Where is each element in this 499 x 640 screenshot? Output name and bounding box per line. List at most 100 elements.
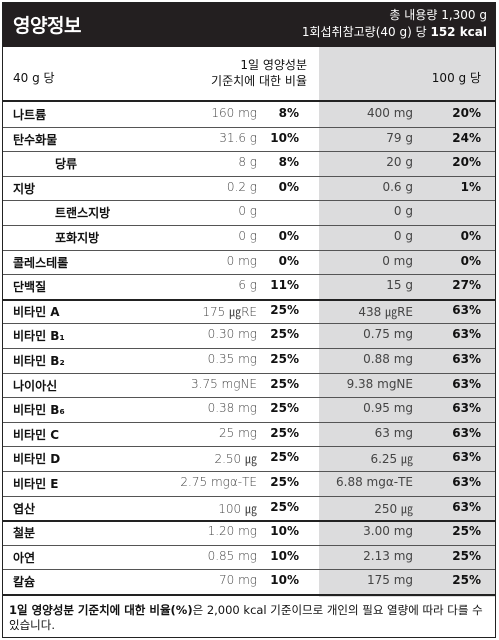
amount-per-40g: 100 ㎍ bbox=[218, 501, 257, 516]
serving-info: 총 내용량 1,300 g 1회섭취참고량(40 g) 당 152 kcal bbox=[302, 7, 487, 41]
daily-value-percent-100g: 63% bbox=[452, 376, 481, 391]
nutrient-name: 칼슘 bbox=[13, 575, 36, 590]
amount-per-40g: 0.30 mg bbox=[207, 327, 257, 342]
column-header: 40 g 당 1일 영양성분 기준치에 대한 비율 100 g 당 bbox=[3, 47, 495, 100]
nutrient-name: 콜레스테롤 bbox=[13, 255, 69, 270]
table-row: 비타민 A 175 ㎍RE 25% 438 ㎍RE 63% bbox=[3, 299, 495, 323]
table-row: 나이아신 3.75 mgNE 25% 9.38 mgNE 63% bbox=[3, 373, 495, 397]
per-40g-header: 40 g 당 bbox=[13, 71, 55, 85]
footer-note-bold: 1일 영양성분 기준치에 대한 비율(%) bbox=[9, 603, 193, 617]
nutrient-name: 나트륨 bbox=[13, 108, 47, 122]
daily-value-percent-100g: 25% bbox=[452, 573, 481, 588]
daily-value-percent-40g: 10% bbox=[270, 130, 299, 145]
per-100g-header: 100 g 당 bbox=[431, 71, 481, 85]
daily-value-percent-100g: 25% bbox=[452, 524, 481, 539]
serving-line: 1회섭취참고량(40 g) 당 152 kcal bbox=[302, 24, 487, 41]
daily-value-percent-100g: 63% bbox=[452, 425, 481, 440]
row-divider bbox=[3, 397, 495, 399]
row-divider bbox=[3, 421, 495, 423]
row-divider bbox=[3, 274, 495, 276]
table-row: 포화지방 0 g 0% 0 g 0% bbox=[3, 225, 495, 249]
row-divider bbox=[3, 225, 495, 226]
header-bar: 영양정보 총 내용량 1,300 g 1회섭취참고량(40 g) 당 152 k… bbox=[3, 3, 495, 47]
table-row: 비타민 B₂ 0.35 mg 25% 0.88 mg 63% bbox=[3, 348, 495, 372]
daily-value-percent-40g: 25% bbox=[270, 302, 299, 317]
daily-value-percent-40g: 25% bbox=[270, 401, 299, 416]
daily-value-percent-100g: 0% bbox=[460, 253, 481, 268]
amount-per-40g: 2.75 mgα-TE bbox=[180, 475, 257, 489]
nutrient-name: 비타민 C bbox=[13, 427, 60, 442]
nutrient-name: 지방 bbox=[13, 181, 36, 196]
daily-value-percent-40g: 25% bbox=[270, 450, 299, 465]
row-divider bbox=[3, 471, 495, 472]
footer-note: 1일 영양성분 기준치에 대한 비율(%)은 2,000 kcal 기준이므로 … bbox=[9, 603, 489, 633]
table-row: 비타민 B₆ 0.38 mg 25% 0.95 mg 63% bbox=[3, 397, 495, 421]
row-divider bbox=[3, 446, 495, 448]
table-row: 엽산 100 ㎍ 25% 250 ㎍ 63% bbox=[3, 496, 495, 520]
amount-per-40g: 0.35 mg bbox=[207, 352, 257, 366]
amount-per-40g: 175 ㎍RE bbox=[202, 304, 257, 319]
nutrient-name: 엽산 bbox=[13, 501, 36, 516]
daily-value-percent-40g: 8% bbox=[278, 155, 299, 170]
daily-value-percent-40g: 25% bbox=[270, 499, 299, 514]
table-row: 단백질 6 g 11% 15 g 27% bbox=[3, 274, 495, 298]
daily-value-header-line1: 1일 영양성분 bbox=[240, 58, 307, 72]
row-divider bbox=[3, 298, 495, 301]
nutrient-name: 나이아신 bbox=[13, 378, 58, 393]
amount-per-100g: 0.95 mg bbox=[363, 401, 413, 416]
daily-value-percent-40g: 25% bbox=[270, 376, 299, 391]
amount-per-100g: 6.25 ㎍ bbox=[370, 452, 413, 467]
daily-value-percent-40g: 11% bbox=[270, 278, 299, 293]
amount-per-100g: 9.38 mgNE bbox=[346, 376, 413, 391]
amount-per-40g: 0.38 mg bbox=[207, 401, 257, 416]
amount-per-40g: 2.50 ㎍ bbox=[214, 452, 257, 467]
amount-per-100g: 20 g bbox=[386, 155, 413, 170]
nutrient-name: 비타민 B₁ bbox=[13, 329, 65, 344]
amount-per-40g: 160 mg bbox=[211, 106, 257, 120]
calories: 152 kcal bbox=[430, 25, 487, 39]
table-row: 칼슘 70 mg 10% 175 mg 25% bbox=[3, 569, 495, 593]
table-row: 비타민 E 2.75 mgα-TE 25% 6.88 mgα-TE 63% bbox=[3, 471, 495, 495]
table-row: 탄수화물 31.6 g 10% 79 g 24% bbox=[3, 127, 495, 151]
page-title: 영양정보 bbox=[13, 15, 81, 37]
amount-per-40g: 70 mg bbox=[219, 573, 257, 588]
footer-note-text: 은 2,000 kcal 기준이므로 개인의 필요 열량에 따라 다를 수 있습… bbox=[9, 603, 483, 632]
row-divider bbox=[3, 594, 495, 596]
daily-value-percent-100g: 63% bbox=[452, 499, 481, 514]
daily-value-percent-100g: 20% bbox=[452, 106, 481, 120]
table-row: 비타민 B₁ 0.30 mg 25% 0.75 mg 63% bbox=[3, 323, 495, 347]
amount-per-40g: 0 g bbox=[238, 229, 257, 243]
daily-value-percent-100g: 63% bbox=[452, 302, 481, 317]
row-divider bbox=[3, 151, 495, 153]
amount-per-40g: 31.6 g bbox=[219, 130, 257, 145]
table-row: 아연 0.85 mg 10% 2.13 mg 25% bbox=[3, 545, 495, 569]
row-divider bbox=[3, 200, 495, 202]
daily-value-header: 1일 영양성분 기준치에 대한 비율 bbox=[211, 57, 307, 89]
header-divider bbox=[3, 100, 495, 102]
amount-per-100g: 3.00 mg bbox=[363, 524, 413, 539]
nutrient-name: 트랜스지방 bbox=[55, 206, 111, 221]
amount-per-100g: 2.13 mg bbox=[363, 548, 413, 563]
nutrient-name: 단백질 bbox=[13, 280, 47, 295]
per-100g-column-background bbox=[319, 47, 495, 597]
daily-value-percent-100g: 0% bbox=[460, 229, 481, 243]
table-row: 당류 8 g 8% 20 g 20% bbox=[3, 151, 495, 175]
amount-per-100g: 438 ㎍RE bbox=[358, 304, 413, 319]
table-row: 트랜스지방 0 g 0 g bbox=[3, 200, 495, 224]
amount-per-40g: 0 mg bbox=[226, 253, 257, 268]
nutrient-name: 비타민 A bbox=[13, 304, 60, 319]
nutrient-name: 비타민 D bbox=[13, 452, 61, 467]
daily-value-percent-40g: 0% bbox=[278, 253, 299, 268]
daily-value-percent-40g: 25% bbox=[270, 327, 299, 342]
amount-per-100g: 0.88 mg bbox=[363, 352, 413, 366]
daily-value-percent-100g: 63% bbox=[452, 475, 481, 489]
nutrient-name: 탄수화물 bbox=[13, 132, 58, 147]
amount-per-40g: 1.20 mg bbox=[207, 524, 257, 539]
amount-per-100g: 175 mg bbox=[366, 573, 413, 588]
daily-value-percent-40g: 10% bbox=[270, 548, 299, 563]
daily-value-percent-40g: 10% bbox=[270, 573, 299, 588]
daily-value-percent-100g: 63% bbox=[452, 450, 481, 465]
row-divider bbox=[3, 126, 495, 128]
daily-value-header-line2: 기준치에 대한 비율 bbox=[211, 74, 307, 88]
